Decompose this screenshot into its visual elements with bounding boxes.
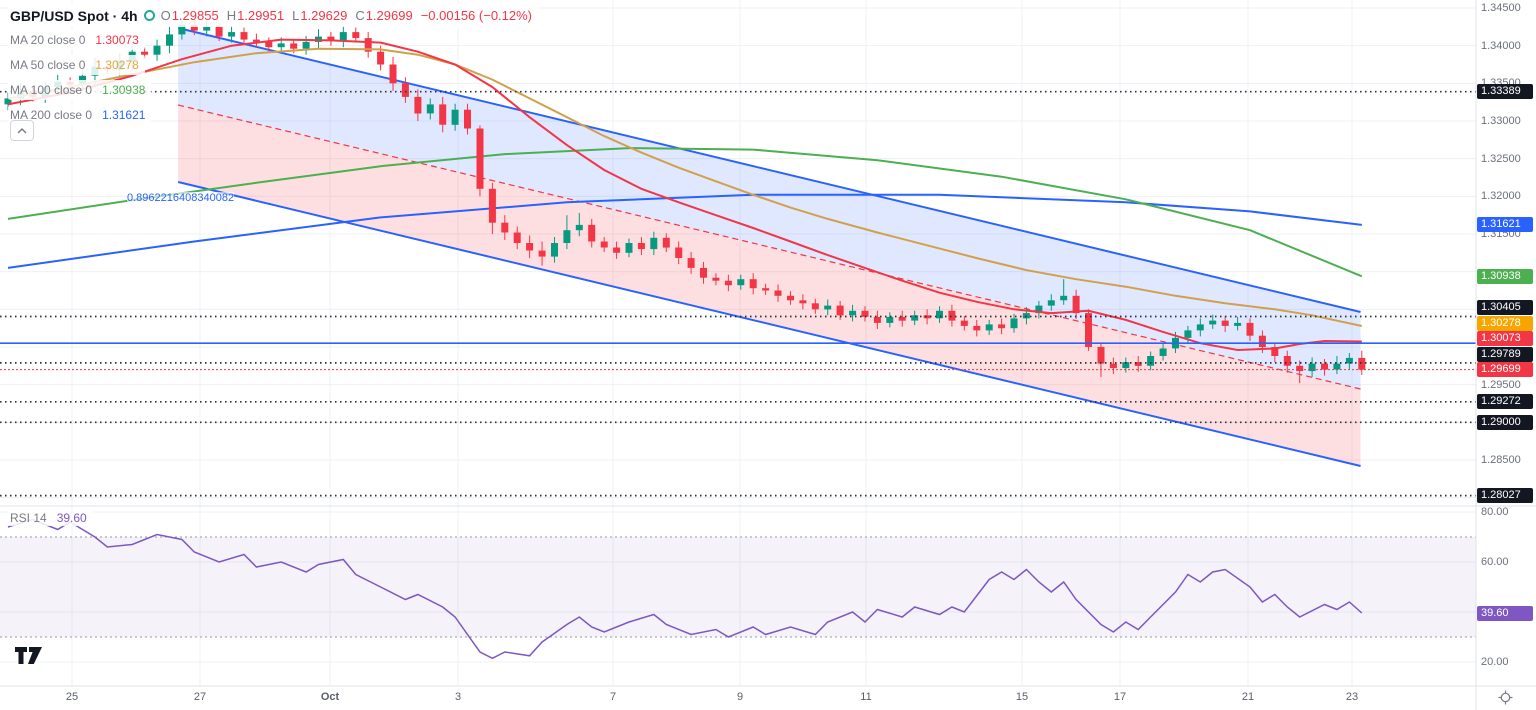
- symbol-title: GBP/USD Spot · 4h: [10, 7, 138, 24]
- candlestick-series[interactable]: [4, 19, 1366, 384]
- indicator-label: MA 200 close 0: [10, 108, 93, 122]
- indicator-value: 1.30073: [95, 33, 139, 47]
- ma50-line[interactable]: [7, 47, 1363, 327]
- change-readout: −0.00156 (−0.12%): [420, 8, 533, 23]
- indicator-value: 1.31621: [102, 108, 146, 122]
- tradingview-logo-icon: [15, 647, 42, 664]
- legend-collapse-button[interactable]: [10, 120, 34, 141]
- indicator-legend: GBP/USD Spot · 4h O 1.29855 H 1.29951 L 1.2…: [8, 4, 539, 130]
- indicator-label: MA 50 close 0: [10, 58, 86, 72]
- source-dot-icon: [143, 10, 155, 21]
- ma100-line[interactable]: [7, 147, 1363, 278]
- ma200-legend-row[interactable]: MA 200 close 0 1.31621: [8, 105, 152, 125]
- chevron-up-icon: [17, 127, 27, 133]
- symbol-legend-row[interactable]: GBP/USD Spot · 4h O 1.29855 H 1.29951 L 1.2…: [8, 4, 539, 27]
- time-axis[interactable]: [0, 686, 1536, 710]
- indicator-value: 1.30938: [102, 83, 146, 97]
- ma20-line[interactable]: [7, 38, 1362, 352]
- indicator-value: 1.30278: [95, 58, 139, 72]
- key-level-lines[interactable]: [0, 90, 1476, 497]
- ma100-legend-row[interactable]: MA 100 close 0 1.30938: [8, 80, 152, 100]
- tradingview-logo[interactable]: [14, 644, 44, 673]
- rsi-label: RSI 14: [10, 511, 47, 525]
- rsi-legend-row[interactable]: RSI 14 39.60: [8, 510, 93, 526]
- price-axis[interactable]: [1476, 0, 1536, 686]
- rsi-value: 39.60: [56, 511, 87, 525]
- ma20-legend-row[interactable]: MA 20 close 0 1.30073: [8, 30, 145, 50]
- indicator-label: MA 100 close 0: [10, 83, 93, 97]
- rsi-band: [0, 537, 1476, 637]
- ma50-legend-row[interactable]: MA 50 close 0 1.30278: [8, 55, 145, 75]
- rsi-line[interactable]: [7, 518, 1363, 660]
- channel-pearson-label: 0.8962216408340082: [127, 192, 235, 204]
- crosshair-target-icon[interactable]: [1498, 690, 1513, 710]
- ohlc-readout: O 1.29855 H 1.29951 L 1.29629 C 1.29699 −0.0…: [160, 8, 533, 23]
- indicator-label: MA 20 close 0: [10, 33, 86, 47]
